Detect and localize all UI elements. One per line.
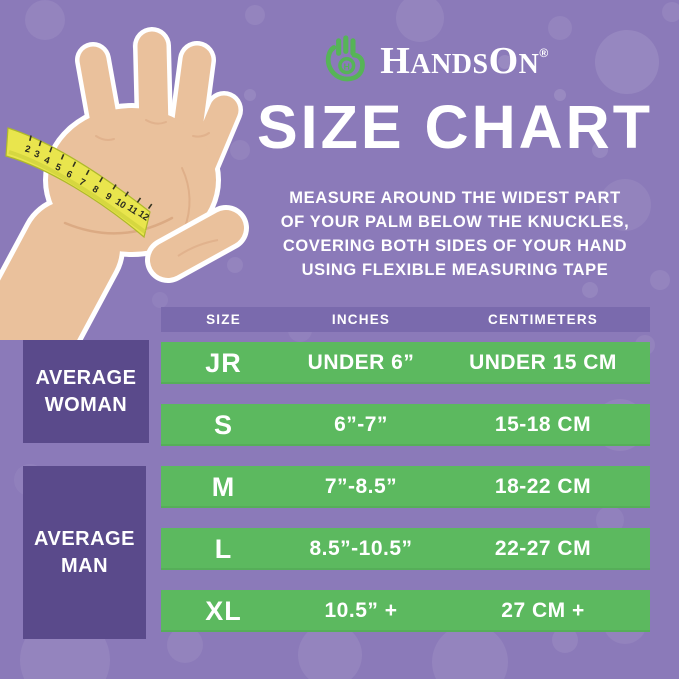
tape-number: 10: [113, 196, 128, 211]
group-label-average-man: AVERAGE MAN: [23, 466, 146, 639]
tape-number: 5: [53, 162, 63, 174]
instruction-line: MEASURE AROUND THE WIDEST PART: [289, 189, 621, 207]
tape-number: 8: [90, 184, 100, 196]
column-header-size: SIZE: [206, 312, 241, 327]
brand-name: HANDSON®: [380, 33, 548, 80]
table-header: SIZE INCHES CENTIMETERS: [161, 307, 650, 332]
size-cell: JR: [205, 347, 242, 378]
table-row: XL 10.5” + 27 CM +: [161, 590, 650, 632]
size-cell: XL: [205, 595, 242, 626]
registered-trademark: ®: [539, 46, 549, 60]
group-label-line: AVERAGE: [34, 527, 135, 550]
measuring-instructions: MEASURE AROUND THE WIDEST PART OF YOUR P…: [225, 186, 679, 282]
brand-seg: O: [488, 40, 519, 82]
centimeters-cell: 27 CM +: [501, 599, 585, 622]
group-label-line: WOMAN: [44, 393, 128, 416]
brand-logo: H HANDSON®: [325, 33, 548, 83]
column-header-inches: INCHES: [331, 312, 391, 327]
inches-cell: UNDER 6”: [307, 351, 415, 374]
tape-number: 3: [33, 149, 41, 161]
centimeters-cell: 15-18 CM: [494, 413, 592, 436]
table-row: JR UNDER 6” UNDER 15 CM: [161, 342, 650, 384]
size-table: JR UNDER 6” UNDER 15 CM S 6”-7” 15-18 CM…: [161, 342, 650, 632]
table-row: S 6”-7” 15-18 CM: [161, 404, 650, 446]
tape-number: 2: [24, 144, 32, 156]
tape-number: 9: [103, 191, 113, 203]
size-cell: L: [214, 533, 233, 564]
instruction-line: USING FLEXIBLE MEASURING TAPE: [301, 261, 609, 279]
centimeters-cell: 22-27 CM: [494, 537, 592, 560]
size-cell: S: [213, 409, 233, 440]
group-label-line: MAN: [60, 554, 109, 577]
brand-seg: H: [380, 40, 411, 82]
tape-number: 6: [64, 169, 74, 181]
brand-seg: ANDS: [410, 49, 489, 80]
inches-cell: 8.5”-10.5”: [309, 537, 413, 560]
page-title: SIZE CHART: [257, 93, 653, 161]
inches-cell: 7”-8.5”: [324, 475, 398, 498]
brand-seg: N: [518, 49, 540, 80]
measuring-tape: 2 3 4 5 6 7 8 9 10 11 12: [5, 127, 153, 239]
table-row: M 7”-8.5” 18-22 CM: [161, 466, 650, 508]
group-label-average-woman: AVERAGE WOMAN: [23, 340, 149, 443]
inches-cell: 10.5” +: [324, 599, 398, 622]
tape-number: 4: [42, 155, 51, 167]
tape-scale: 2 3 4 5 6 7 8 9 10 11 12: [24, 135, 153, 223]
hand-with-measuring-tape-illustration: 2 3 4 5 6 7 8 9 10 11 12: [0, 27, 249, 340]
centimeters-cell: UNDER 15 CM: [469, 351, 617, 374]
tape-number: 12: [136, 208, 151, 223]
size-cell: M: [211, 471, 236, 502]
inches-cell: 6”-7”: [334, 413, 388, 436]
instruction-line: COVERING BOTH SIDES OF YOUR HAND: [282, 237, 628, 255]
centimeters-cell: 18-22 CM: [494, 475, 592, 498]
column-header-centimeters: CENTIMETERS: [488, 312, 598, 327]
instruction-line: OF YOUR PALM BELOW THE KNUCKLES,: [280, 213, 630, 231]
tape-number: 7: [77, 177, 87, 189]
group-label-line: AVERAGE: [35, 366, 137, 389]
logo-letter: H: [344, 61, 350, 71]
handson-logo-icon: H: [325, 35, 365, 82]
table-row: L 8.5”-10.5” 22-27 CM: [161, 528, 650, 570]
